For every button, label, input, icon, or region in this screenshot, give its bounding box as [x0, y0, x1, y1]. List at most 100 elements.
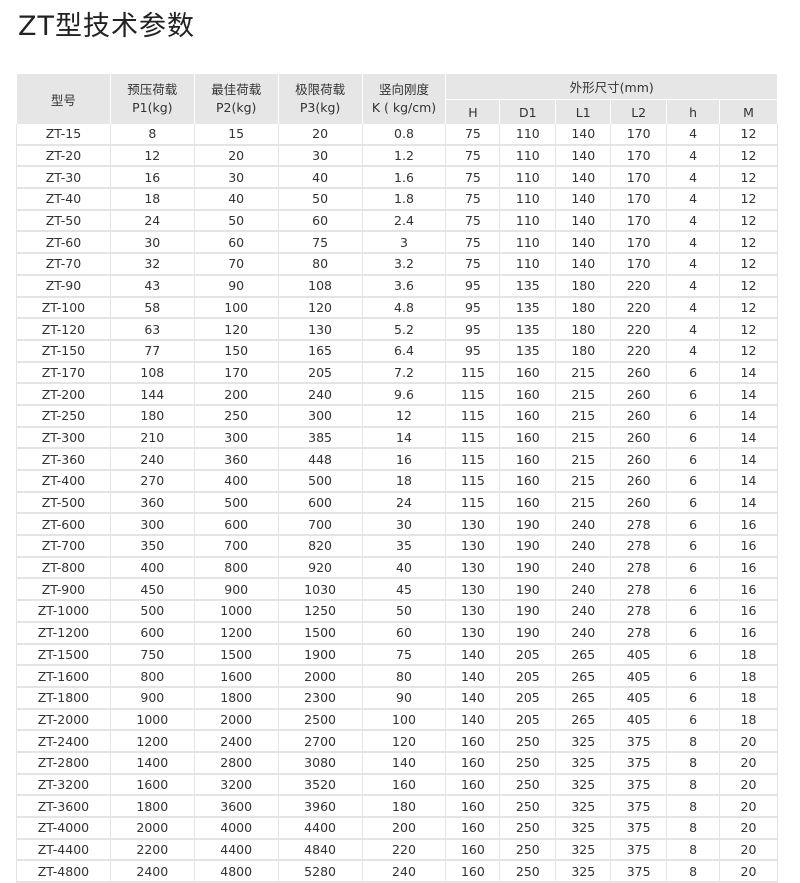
table-cell: 1200: [194, 621, 279, 645]
table-cell: 180: [555, 296, 612, 320]
table-cell: 205: [499, 686, 557, 710]
table-cell: 20: [719, 817, 778, 840]
table-cell: 30: [110, 231, 195, 255]
table-row: ZT-4800 2400 4800 5280 240 160 250 325 375 8 20: [16, 860, 778, 883]
table-cell: 80: [362, 665, 447, 688]
table-cell: 240: [555, 556, 612, 580]
table-cell: 4: [666, 339, 721, 363]
table-cell: 240: [555, 621, 612, 645]
table-cell: 18: [719, 643, 778, 667]
table-cell: 16: [362, 448, 447, 471]
table-cell: 160: [499, 404, 557, 428]
table-cell: 205: [278, 361, 363, 385]
table-cell: 4: [666, 124, 721, 146]
table-cell: 110: [499, 124, 557, 146]
table-cell: 900: [194, 578, 279, 602]
table-cell: ZT-30: [16, 166, 111, 190]
table-cell: 95: [445, 339, 501, 363]
table-cell: 120: [362, 730, 447, 753]
table-cell: ZT-120: [16, 318, 111, 341]
table-cell: 600: [278, 491, 363, 515]
table-cell: 1.8: [362, 188, 447, 211]
header-dim-d1: D1: [499, 99, 557, 124]
table-cell: 4: [666, 274, 721, 298]
table-cell: 144: [110, 383, 195, 406]
table-cell: 160: [362, 773, 447, 797]
header-dim-h: H: [445, 99, 501, 124]
table-row: ZT-3600 1800 3600 3960 180 160 250 325 375 8 20: [16, 795, 778, 818]
table-row: ZT-500 360 500 600 24 115 160 215 260 6 14: [16, 491, 778, 515]
table-cell: 240: [555, 513, 612, 537]
table-cell: 75: [445, 188, 501, 211]
table-cell: 15: [194, 124, 279, 146]
header-p3-line2: P3(kg): [299, 100, 341, 115]
table-cell: 4: [666, 188, 721, 211]
table-cell: 8: [666, 773, 721, 797]
table-cell: 6: [666, 535, 721, 558]
table-cell: 108: [278, 274, 363, 298]
table-cell: 60: [362, 621, 447, 645]
table-cell: 18: [719, 665, 778, 688]
table-cell: 14: [719, 491, 778, 515]
table-cell: 12: [110, 144, 195, 168]
table-cell: ZT-360: [16, 448, 111, 471]
table-cell: 170: [610, 144, 668, 168]
table-cell: 14: [719, 470, 778, 493]
table-cell: 75: [445, 209, 501, 233]
table-cell: ZT-2000: [16, 708, 111, 732]
table-cell: 70: [194, 253, 279, 276]
table-cell: 12: [362, 404, 447, 428]
table-row: ZT-360 240 360 448 16 115 160 215 260 6 14: [16, 448, 778, 471]
table-cell: 6: [666, 470, 721, 493]
header-p3: 极限荷载 P3(kg): [277, 73, 363, 124]
table-cell: ZT-4800: [16, 860, 111, 883]
table-cell: 8: [666, 838, 721, 862]
table-cell: 215: [555, 383, 612, 406]
table-cell: 6: [666, 491, 721, 515]
table-cell: 12: [719, 231, 778, 255]
table-cell: 1.6: [362, 166, 447, 190]
table-cell: 1250: [278, 600, 363, 623]
table-cell: 160: [445, 730, 501, 753]
table-cell: 95: [445, 318, 501, 341]
table-cell: 375: [610, 751, 668, 775]
table-cell: 14: [719, 426, 778, 450]
table-cell: 2000: [110, 817, 195, 840]
header-k-line1: 竖向刚度: [378, 82, 429, 97]
table-cell: 6: [666, 708, 721, 732]
table-cell: 160: [445, 773, 501, 797]
table-cell: 120: [278, 296, 363, 320]
table-cell: 9.6: [362, 383, 447, 406]
table-cell: 140: [445, 665, 501, 688]
table-cell: 140: [555, 144, 612, 168]
table-cell: 14: [719, 383, 778, 406]
table-cell: 16: [719, 578, 778, 602]
table-cell: 300: [110, 513, 195, 537]
table-cell: 260: [610, 404, 668, 428]
table-cell: ZT-4000: [16, 817, 111, 840]
table-cell: 115: [445, 491, 501, 515]
table-cell: 130: [445, 513, 501, 537]
table-cell: 6: [666, 643, 721, 667]
table-row: ZT-150 77 150 165 6.4 95 135 180 220 4 12: [16, 339, 778, 363]
table-row: ZT-800 400 800 920 40 130 190 240 278 6 16: [16, 556, 778, 580]
table-row: ZT-170 108 170 205 7.2 115 160 215 260 6 14: [16, 361, 778, 385]
table-cell: 325: [555, 838, 612, 862]
table-cell: 160: [499, 426, 557, 450]
table-row: ZT-20 12 20 30 1.2 75 110 140 170 4 12: [16, 144, 778, 168]
table-cell: 278: [610, 600, 668, 623]
table-cell: 205: [499, 708, 557, 732]
table-cell: 190: [499, 621, 557, 645]
table-cell: 600: [194, 513, 279, 537]
header-k-line2: K ( kg/cm): [371, 100, 437, 115]
table-cell: 260: [610, 426, 668, 450]
table-cell: 180: [555, 339, 612, 363]
table-cell: 16: [719, 535, 778, 558]
table-row: ZT-3200 1600 3200 3520 160 160 250 325 375 8 20: [16, 773, 778, 797]
table-cell: 4: [666, 318, 721, 341]
table-cell: 220: [362, 838, 447, 862]
table-cell: 140: [445, 643, 501, 667]
table-cell: 180: [555, 318, 612, 341]
table-cell: 190: [499, 578, 557, 602]
table-cell: 325: [555, 817, 612, 840]
